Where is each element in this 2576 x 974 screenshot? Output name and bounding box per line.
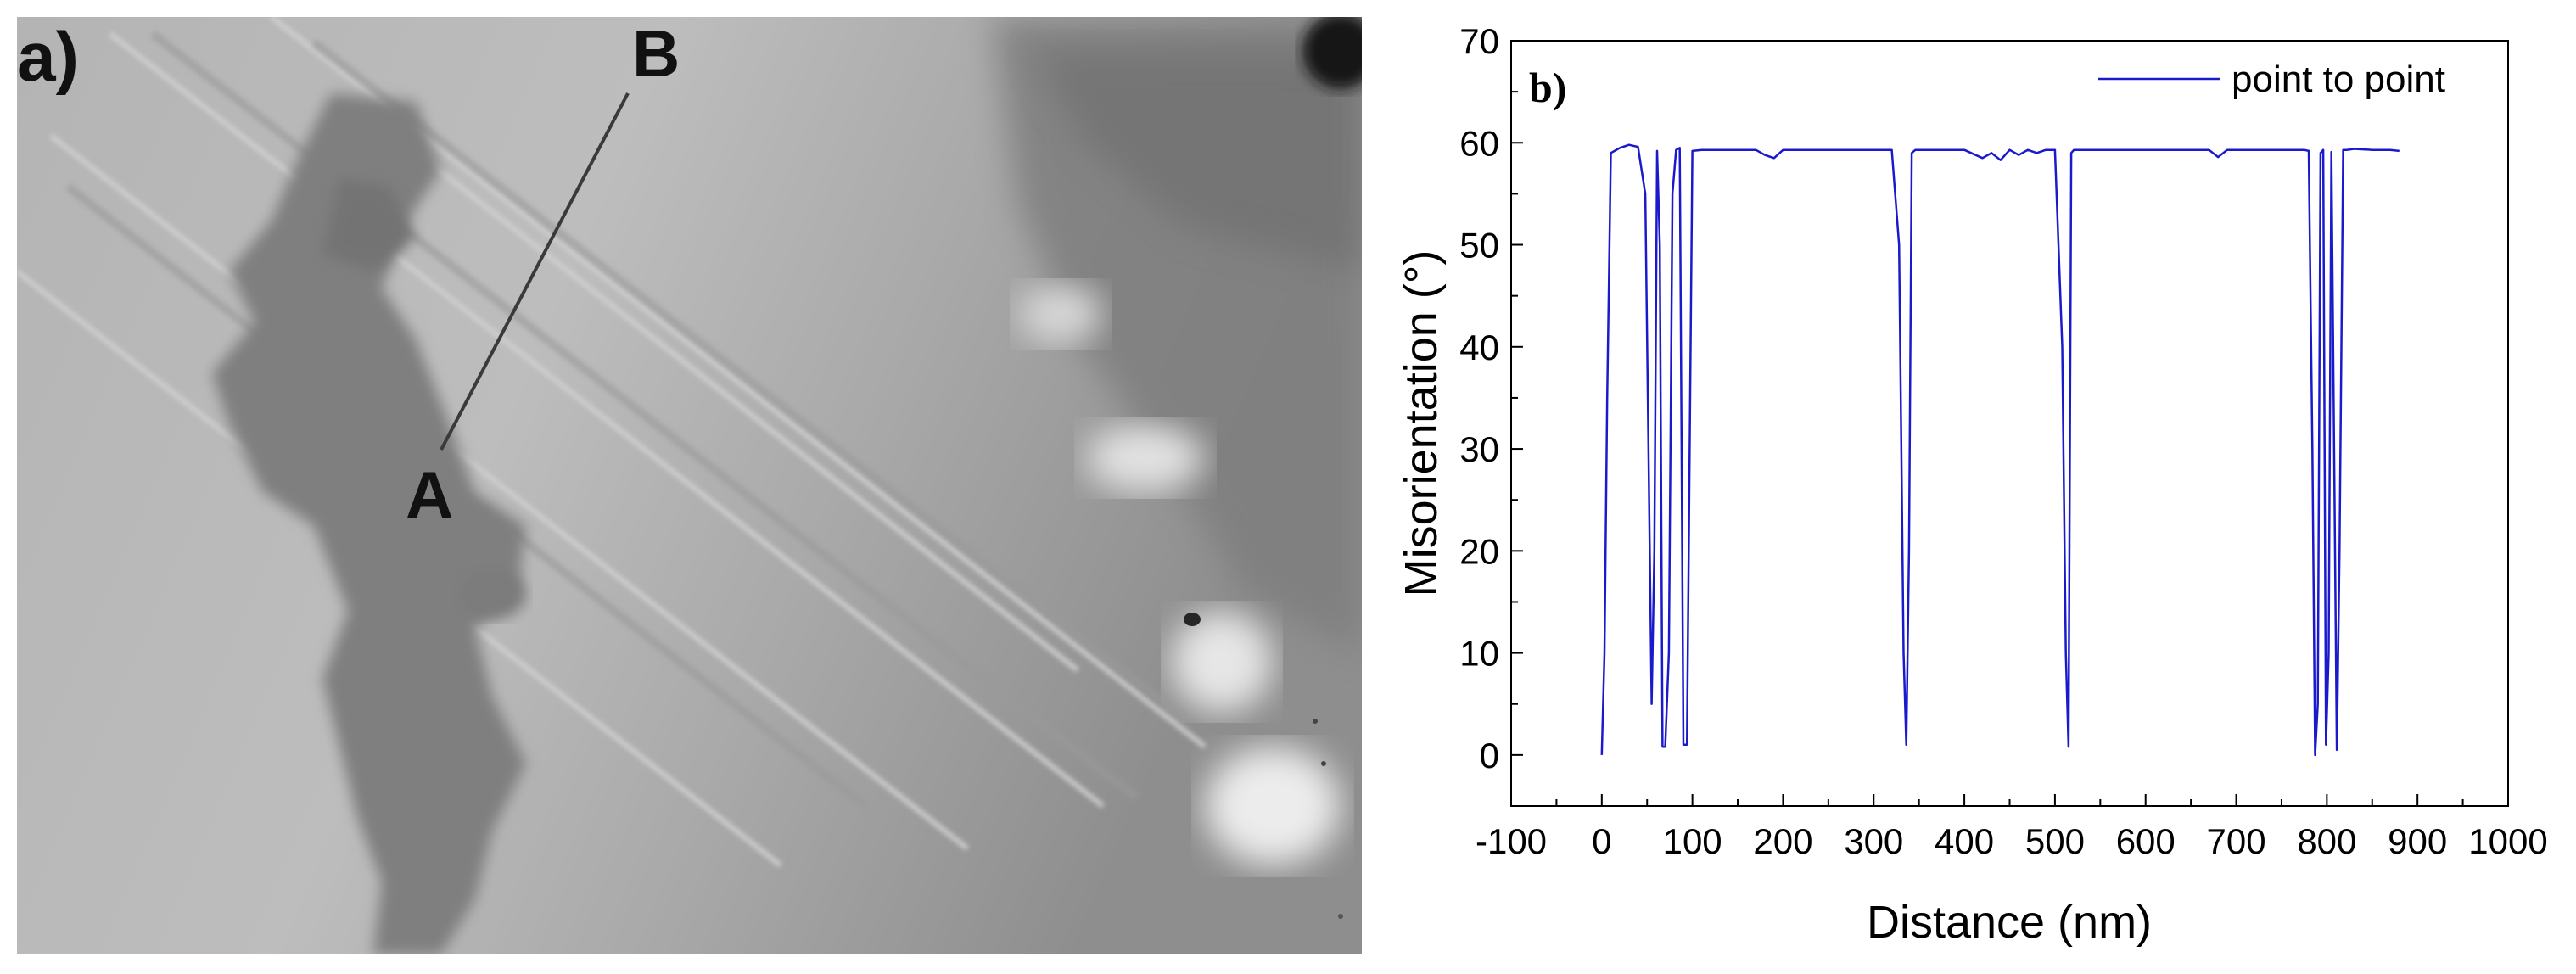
point-a-label: A [406, 457, 453, 532]
x-tick-label: 200 [1753, 821, 1812, 861]
x-tick-label: 600 [2116, 821, 2176, 861]
y-axis-label: Misorientation (°) [1396, 250, 1447, 597]
y-tick-label: 40 [1459, 327, 1499, 367]
x-tick-label: 800 [2297, 821, 2356, 861]
legend-label: point to point [2232, 59, 2445, 100]
panel-a-label: a) [17, 19, 79, 96]
x-tick-label: 700 [2207, 821, 2266, 861]
x-tick-label: 300 [1844, 821, 1903, 861]
x-axis-label: Distance (nm) [1867, 897, 2152, 948]
y-axis-ticks: 0 10 20 30 40 50 60 70 [1459, 21, 1523, 775]
series-layer [1600, 143, 2400, 757]
profile-line [440, 92, 630, 451]
point-b-label: B [632, 17, 680, 91]
y-tick-label: 50 [1459, 226, 1499, 266]
y-tick-label: 70 [1459, 21, 1499, 61]
legend: point to point [2098, 59, 2445, 100]
panel-b-label: b) [1529, 64, 1566, 111]
misorientation-chart: 0 10 20 30 40 50 60 70 -100 0 100 200 300 400 500 600 7… [1396, 21, 2548, 948]
y-tick-label: 60 [1459, 123, 1499, 163]
y-tick-label: 10 [1459, 634, 1499, 674]
x-tick-label: 500 [2025, 821, 2085, 861]
y-tick-label: 30 [1459, 429, 1499, 469]
y-tick-label: 20 [1459, 531, 1499, 571]
y-tick-label: 0 [1480, 736, 1499, 775]
x-tick-label: 1000 [2468, 821, 2547, 861]
tem-micrograph: a) B A [17, 17, 1362, 954]
x-tick-label: -100 [1476, 821, 1547, 861]
x-tick-label: 400 [1935, 821, 1994, 861]
x-tick-label: 100 [1663, 821, 1722, 861]
x-tick-label: 0 [1592, 821, 1611, 861]
x-axis-ticks: -100 0 100 200 300 400 500 600 700 800 900 1000 [1476, 794, 2548, 861]
x-tick-label: 900 [2388, 821, 2447, 861]
series-line-0 [1600, 143, 2400, 757]
